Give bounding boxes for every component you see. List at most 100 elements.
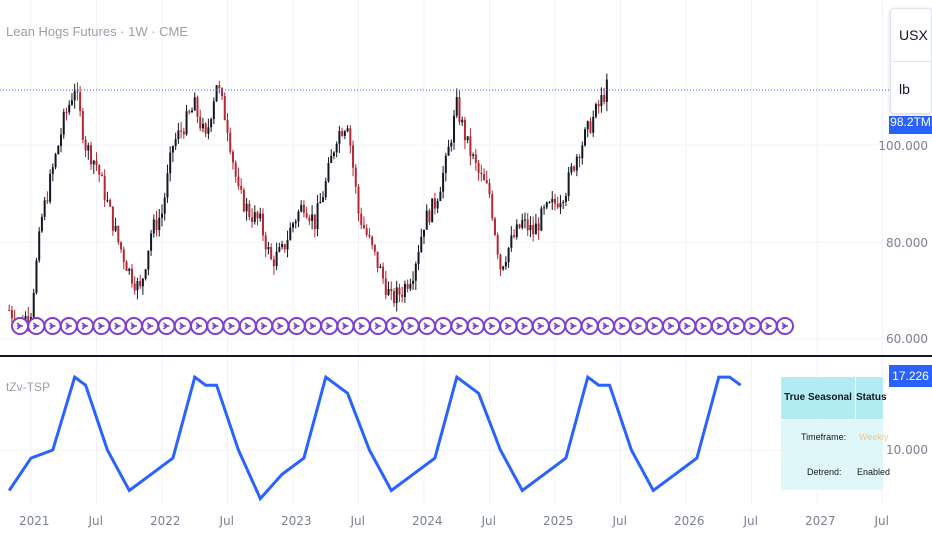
- event-marker-icon[interactable]: [59, 317, 78, 335]
- candle-body: [428, 210, 431, 223]
- candle-body: [95, 160, 98, 166]
- candle-body: [10, 310, 13, 319]
- event-marker-icon[interactable]: [531, 317, 550, 335]
- price-axis-label-100: 100.000: [878, 139, 928, 153]
- event-marker-icon[interactable]: [27, 317, 46, 335]
- event-marker-icon[interactable]: [564, 317, 583, 335]
- event-marker-icon[interactable]: [157, 317, 176, 335]
- event-marker-icon[interactable]: [173, 317, 192, 335]
- event-marker-icon[interactable]: [401, 317, 420, 335]
- candle-body: [199, 116, 202, 129]
- price-axis-label-60: 60.000: [886, 332, 928, 346]
- event-marker-icon[interactable]: [434, 317, 453, 335]
- event-marker-icon[interactable]: [466, 317, 485, 335]
- event-marker-icon[interactable]: [222, 317, 241, 335]
- event-marker-icon[interactable]: [613, 317, 632, 335]
- event-marker-icon[interactable]: [303, 317, 322, 335]
- candle-body: [573, 166, 576, 171]
- candle-body: [122, 249, 125, 262]
- event-marker-icon[interactable]: [710, 317, 729, 335]
- candle-body: [286, 240, 289, 250]
- indicator-line: [7, 374, 742, 502]
- event-marker-icon[interactable]: [320, 317, 339, 335]
- event-marker-icon[interactable]: [776, 317, 794, 335]
- event-marker-icon[interactable]: [190, 317, 209, 335]
- event-marker-icon[interactable]: [287, 317, 306, 335]
- candle-body: [316, 203, 319, 230]
- event-marker-icon[interactable]: [238, 317, 257, 335]
- candle-body: [423, 229, 425, 237]
- event-marker-icon[interactable]: [662, 317, 681, 335]
- candle-body: [469, 136, 472, 156]
- event-marker-icon[interactable]: [206, 317, 225, 335]
- candle-body: [564, 196, 567, 202]
- time-axis-label: Jul: [612, 514, 627, 528]
- event-marker-icon[interactable]: [580, 317, 599, 335]
- event-marker-icon[interactable]: [596, 317, 615, 335]
- event-marker-icon[interactable]: [483, 317, 502, 335]
- time-axis-label: Jul: [743, 514, 758, 528]
- event-marker-icon[interactable]: [11, 317, 29, 335]
- event-marker-icon[interactable]: [645, 317, 664, 335]
- candle-body: [182, 131, 185, 135]
- event-marker-icon[interactable]: [694, 317, 713, 335]
- unit-selector-menu[interactable]: USX lb: [890, 8, 932, 114]
- unit-option-usx[interactable]: USX: [899, 27, 928, 43]
- candle-body: [589, 121, 592, 133]
- candle-body: [324, 181, 327, 198]
- candle-body: [84, 139, 87, 151]
- event-marker-icon[interactable]: [727, 317, 746, 335]
- event-marker-icon[interactable]: [385, 317, 404, 335]
- event-marker-icon[interactable]: [141, 317, 160, 335]
- candle-body: [453, 115, 456, 143]
- event-marker-icon[interactable]: [417, 317, 436, 335]
- event-marker-icon[interactable]: [124, 317, 143, 335]
- candle-body: [483, 174, 486, 181]
- event-markers: [11, 317, 794, 335]
- candle-body: [125, 261, 128, 271]
- candle-body: [226, 120, 229, 133]
- candle-body: [600, 95, 603, 107]
- candle-body: [338, 131, 341, 144]
- event-marker-icon[interactable]: [43, 317, 62, 335]
- candle-body: [150, 233, 153, 251]
- event-marker-icon[interactable]: [76, 317, 95, 335]
- indicator-label: tZv-TSP: [6, 380, 50, 394]
- time-axis-label: 2027: [805, 514, 836, 528]
- event-marker-icon[interactable]: [678, 317, 697, 335]
- candle-body: [215, 85, 218, 102]
- candle-body: [603, 95, 606, 102]
- event-marker-icon[interactable]: [352, 317, 371, 335]
- candle-body: [322, 197, 325, 202]
- candle-body: [177, 130, 180, 140]
- unit-option-lb[interactable]: lb: [899, 81, 910, 97]
- timeframe-value: Weekly: [859, 432, 889, 442]
- chart-title: Lean Hogs Futures · 1W · CME: [6, 24, 189, 39]
- event-marker-icon[interactable]: [108, 317, 127, 335]
- candle-body: [570, 166, 573, 173]
- candle-body: [188, 111, 191, 113]
- candle-body: [136, 281, 139, 291]
- event-marker-icon[interactable]: [271, 317, 290, 335]
- candle-body: [343, 131, 346, 136]
- event-marker-icon[interactable]: [450, 317, 469, 335]
- candle-body: [444, 155, 447, 173]
- event-marker-icon[interactable]: [548, 317, 567, 335]
- event-marker-icon[interactable]: [336, 317, 355, 335]
- candle-body: [439, 191, 442, 201]
- candle-body: [297, 211, 300, 222]
- candle-body: [412, 280, 415, 284]
- event-marker-icon[interactable]: [515, 317, 534, 335]
- event-marker-icon[interactable]: [369, 317, 388, 335]
- event-marker-icon[interactable]: [759, 317, 778, 335]
- event-marker-icon[interactable]: [499, 317, 518, 335]
- event-marker-icon[interactable]: [92, 317, 111, 335]
- event-marker-icon[interactable]: [743, 317, 762, 335]
- event-marker-icon[interactable]: [629, 317, 648, 335]
- candle-body: [212, 101, 215, 120]
- candle-body: [341, 131, 344, 136]
- candle-body: [289, 227, 292, 241]
- event-marker-icon[interactable]: [255, 317, 274, 335]
- candle-body: [477, 162, 480, 173]
